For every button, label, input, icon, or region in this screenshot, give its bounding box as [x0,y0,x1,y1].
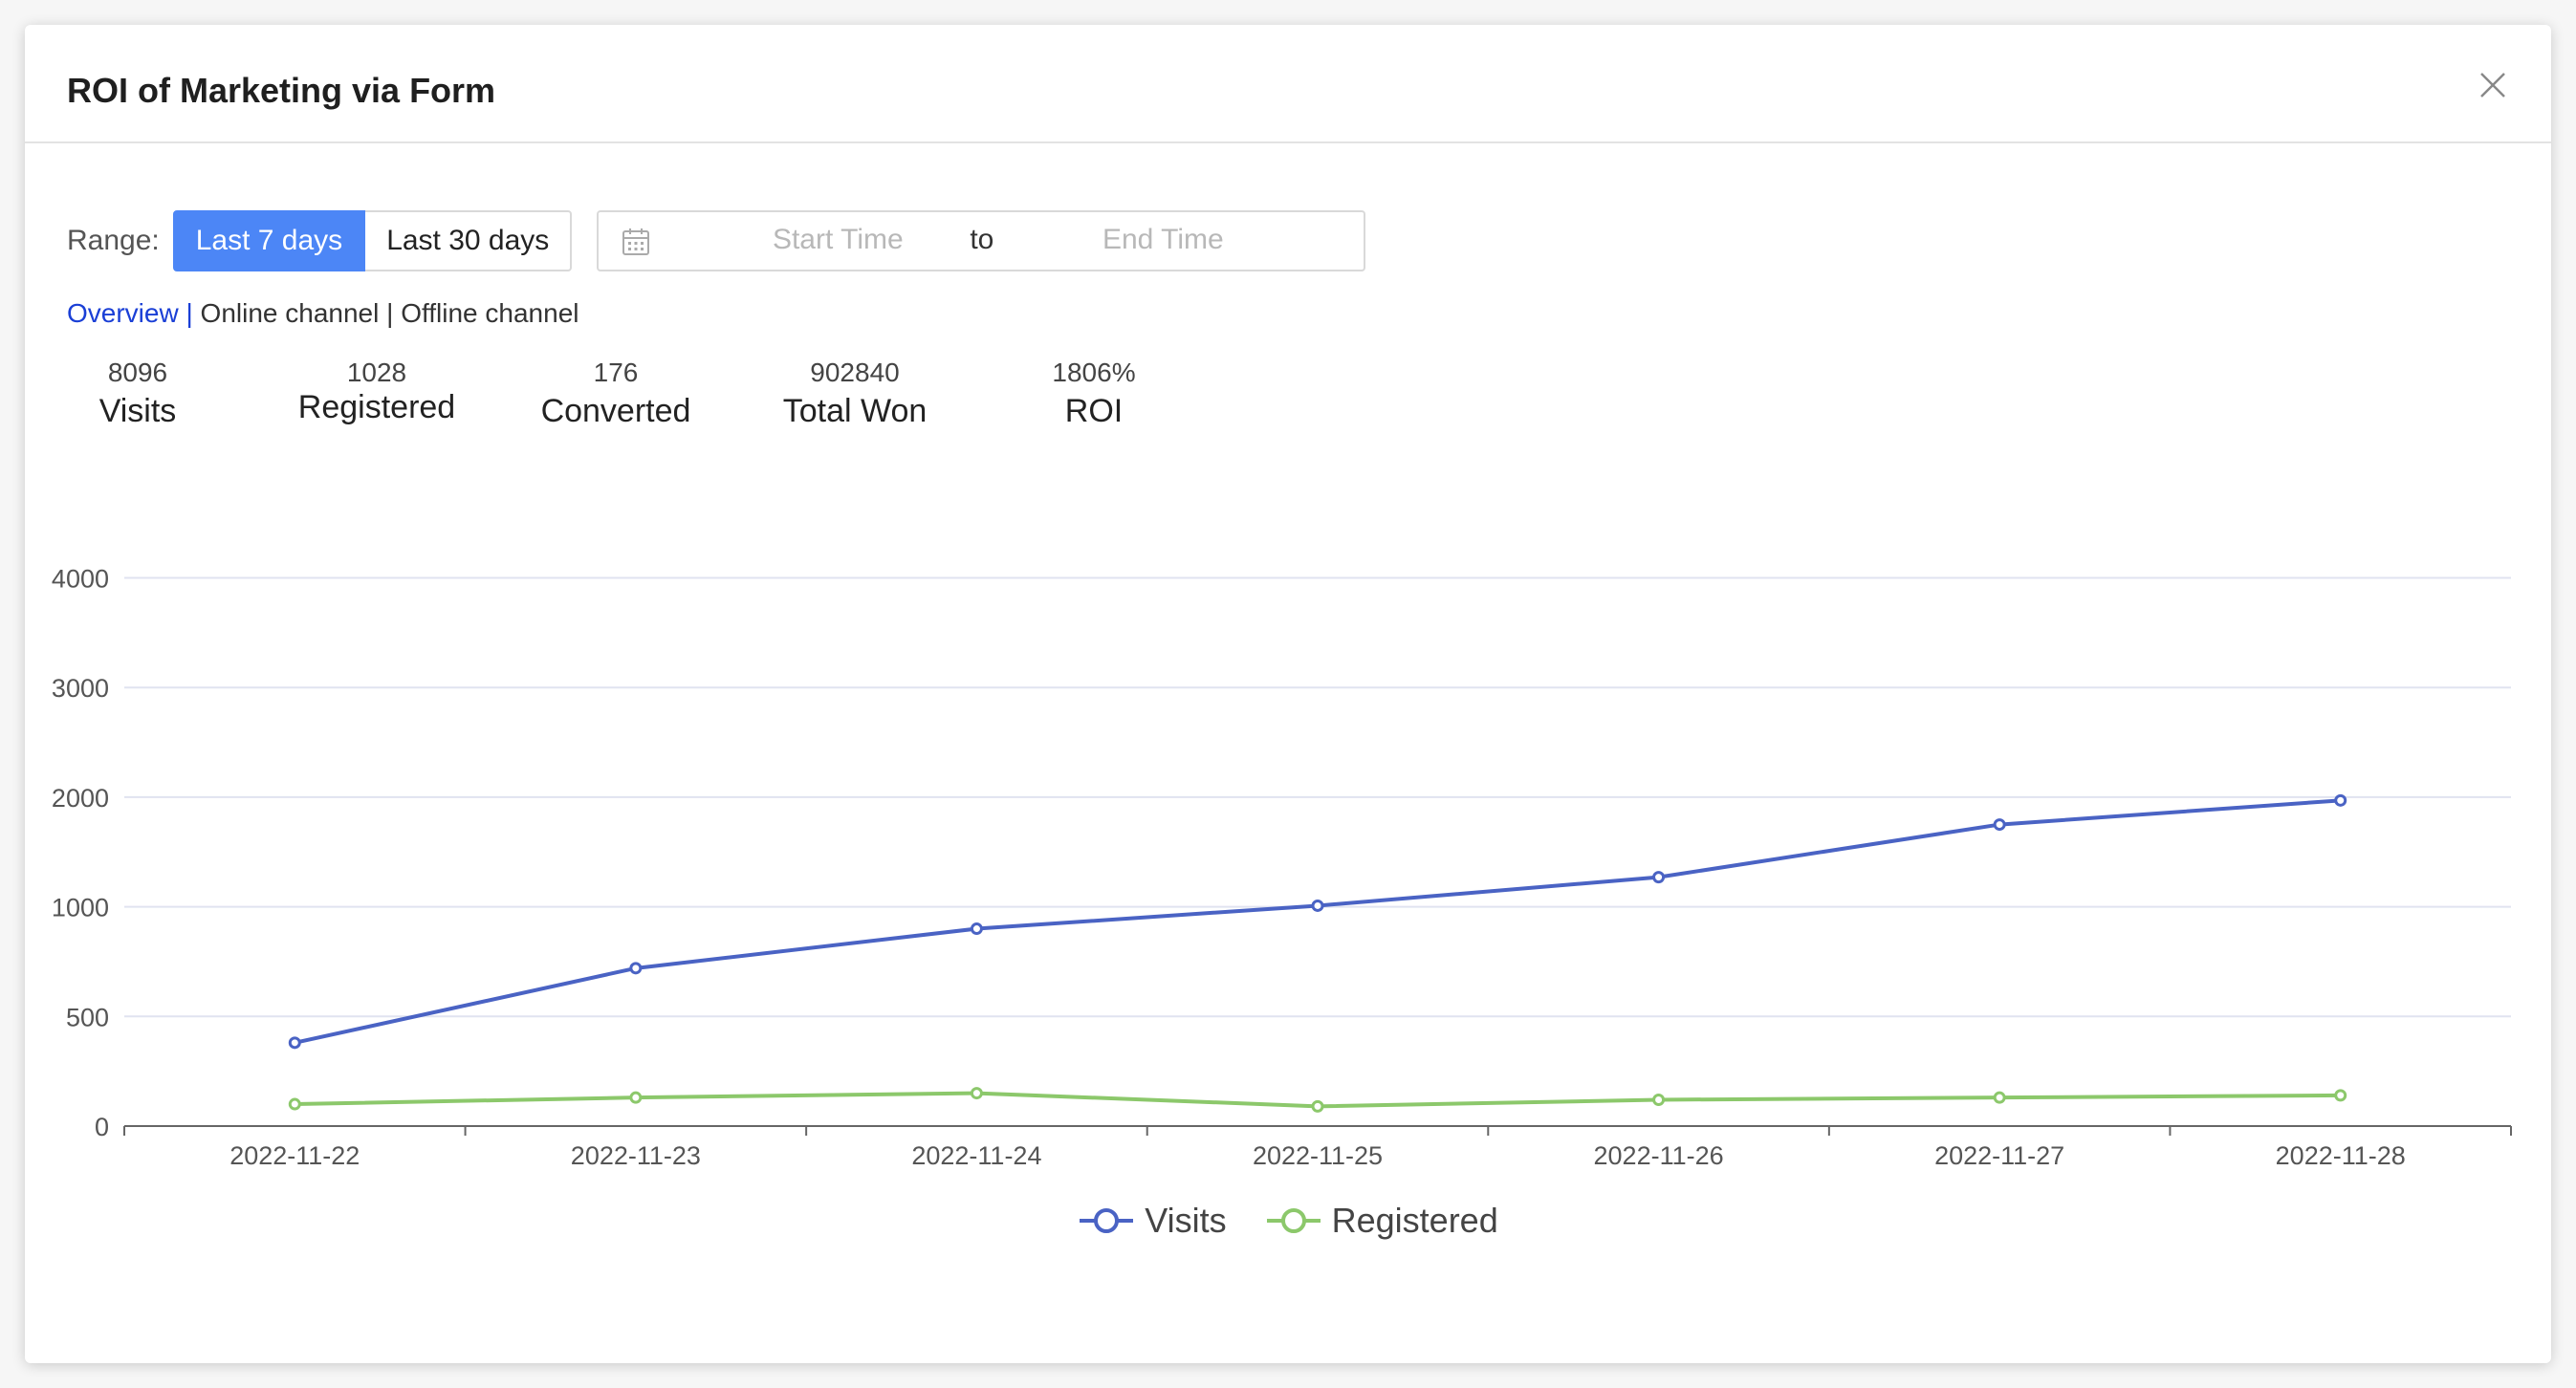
data-point-visits [1652,871,1666,884]
stat-converted: 176 Converted [520,356,711,432]
stat-value: 8096 [107,358,168,387]
y-tick-label: 0 [95,1113,109,1141]
range-filter-row: Range: Last 7 days Last 30 days Start T [67,210,1366,271]
end-time-input[interactable]: End Time [1102,224,1224,255]
legend-registered-marker-icon [1265,1206,1322,1235]
data-point-visits [1311,899,1324,912]
channel-tabs: Overview | Online channel | Offline chan… [67,298,579,329]
series-line-visits [294,798,2341,1045]
data-point-registered [2334,1089,2347,1102]
data-point-registered [1993,1091,2006,1104]
data-point-registered [629,1091,643,1104]
chart-legend: Visits Registered [25,1201,2551,1241]
legend-visits-marker-icon [1078,1206,1135,1235]
stat-label: Registered [297,389,456,425]
y-tick-label: 2000 [52,784,109,813]
channel-separator: | [386,298,394,328]
legend-item-registered[interactable]: Registered [1265,1201,1498,1241]
channel-separator: | [186,298,193,328]
data-point-registered [288,1097,301,1111]
calendar-icon [622,228,650,256]
modal-header: ROI of Marketing via Form [25,25,2551,143]
modal-title: ROI of Marketing via Form [67,71,496,110]
range-label: Range: [67,225,160,256]
stat-visits: 8096 Visits [42,356,233,432]
roi-modal: ROI of Marketing via Form Range: Last 7 … [25,25,2551,1363]
x-tick-label: 2022-11-27 [1934,1141,2064,1170]
data-point-visits [629,962,643,975]
data-point-registered [1652,1093,1666,1106]
last-30-days-button[interactable]: Last 30 days [365,210,573,271]
stat-total-won: 902840 Total Won [759,356,950,432]
y-tick-label: 1000 [52,894,109,922]
x-tick-label: 2022-11-26 [1594,1141,1724,1170]
data-point-registered [970,1087,983,1100]
stat-value: 902840 [810,358,900,387]
stat-label: ROI [1064,393,1124,429]
stat-value: 1028 [346,358,407,387]
y-tick-label: 500 [66,1003,109,1031]
x-tick-label: 2022-11-28 [2276,1141,2406,1170]
stat-label: Visits [98,393,177,429]
last-7-days-button[interactable]: Last 7 days [172,210,366,271]
legend-label: Visits [1145,1201,1227,1240]
stat-roi: 1806% ROI [998,356,1190,432]
tab-overview[interactable]: Overview [67,298,179,328]
line-chart: 0 500 1000 2000 3000 4000 2022-11-22 2022-11-23… [52,565,2512,1170]
x-tick-label: 2022-11-25 [1253,1141,1383,1170]
stat-registered: 1028 Registered [281,356,472,428]
date-range-picker[interactable]: Start Time to End Time [597,210,1366,271]
legend-label: Registered [1331,1201,1498,1240]
x-tick-label: 2022-11-23 [571,1141,701,1170]
data-point-registered [1311,1099,1324,1113]
data-point-visits [2334,793,2347,807]
data-point-visits [288,1036,301,1050]
stat-value: 1806% [1052,358,1136,387]
legend-item-visits[interactable]: Visits [1078,1201,1227,1241]
data-point-visits [970,922,983,936]
stat-label: Total Won [782,393,928,429]
data-point-visits [1993,818,2006,832]
y-tick-label: 4000 [52,565,109,594]
x-tick-label: 2022-11-24 [911,1141,1041,1170]
stat-value: 176 [593,358,639,387]
x-tick-label: 2022-11-22 [229,1141,360,1170]
tab-online-channel[interactable]: Online channel [200,298,380,328]
close-icon[interactable] [2478,71,2507,99]
date-separator: to [970,224,994,255]
stat-label: Converted [540,393,691,429]
tab-offline-channel[interactable]: Offline channel [401,298,579,328]
y-tick-label: 3000 [52,674,109,703]
start-time-input[interactable]: Start Time [772,224,904,255]
